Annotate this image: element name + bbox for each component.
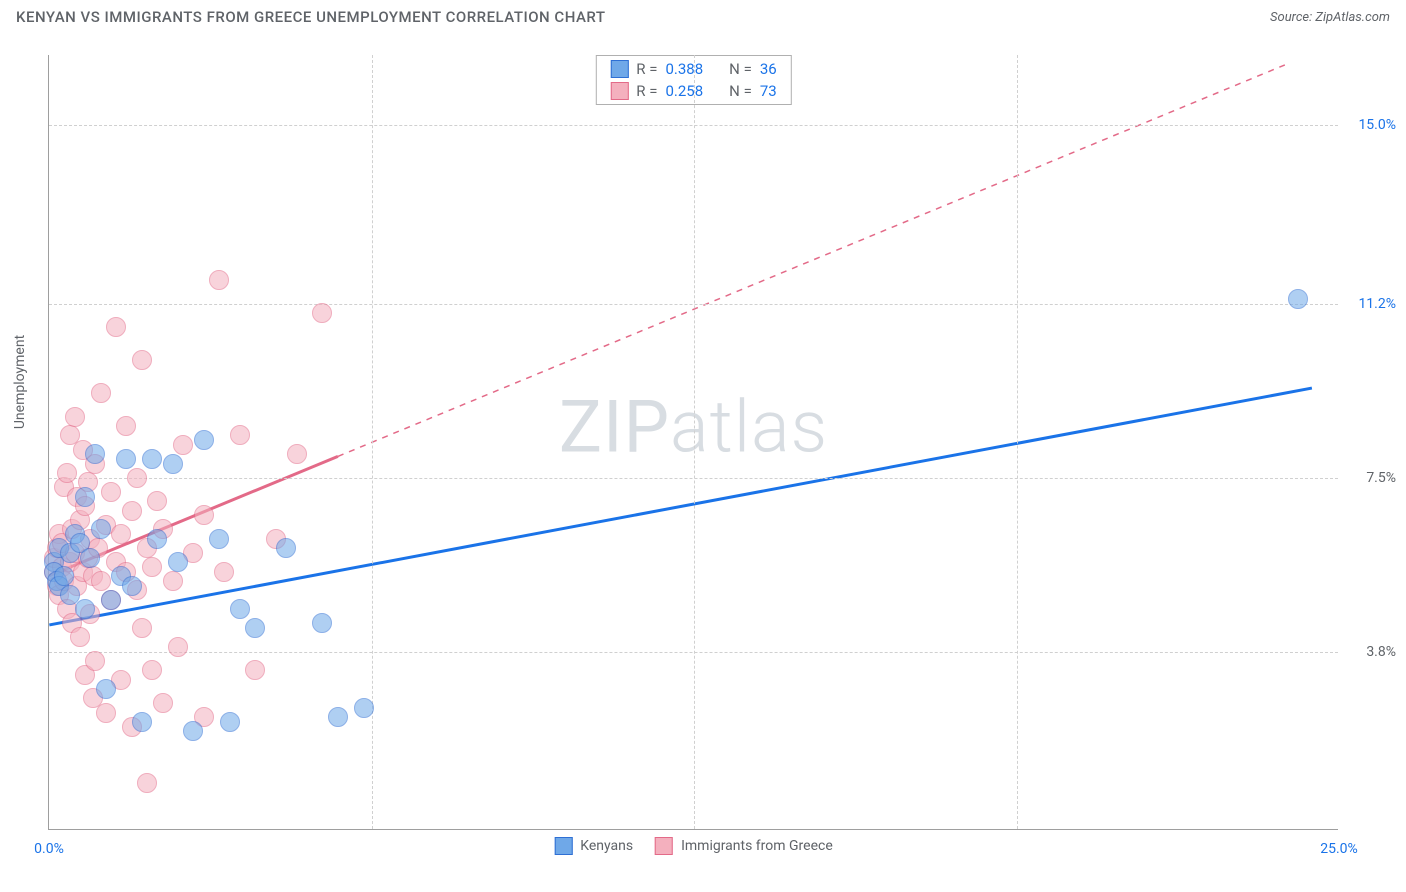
- scatter-point: [147, 491, 167, 511]
- scatter-point: [173, 435, 193, 455]
- scatter-point: [116, 449, 136, 469]
- scatter-point: [101, 482, 121, 502]
- scatter-point: [54, 566, 74, 586]
- scatter-point: [328, 707, 348, 727]
- scatter-point: [168, 552, 188, 572]
- source-label: Source: ZipAtlas.com: [1270, 10, 1390, 25]
- scatter-chart: ZIPatlas R =0.388N =36R =0.258N =73 Keny…: [48, 55, 1338, 830]
- x-tick-label: 0.0%: [34, 841, 64, 857]
- scatter-point: [153, 693, 173, 713]
- legend-swatch: [655, 837, 673, 855]
- legend-n-label: N =: [729, 60, 752, 78]
- legend-swatch: [610, 82, 628, 100]
- scatter-point: [245, 660, 265, 680]
- scatter-point: [116, 416, 136, 436]
- scatter-point: [132, 712, 152, 732]
- scatter-point: [65, 407, 85, 427]
- scatter-point: [101, 590, 121, 610]
- legend-series-name: Kenyans: [580, 838, 633, 854]
- legend-r-value: 0.388: [665, 60, 703, 78]
- scatter-point: [163, 454, 183, 474]
- scatter-point: [194, 505, 214, 525]
- scatter-point: [122, 501, 142, 521]
- scatter-point: [230, 599, 250, 619]
- y-tick-label: 3.8%: [1366, 644, 1396, 660]
- scatter-point: [287, 444, 307, 464]
- legend-n-label: N =: [729, 82, 752, 100]
- scatter-point: [142, 660, 162, 680]
- scatter-point: [209, 270, 229, 290]
- scatter-point: [91, 519, 111, 539]
- scatter-point: [111, 524, 131, 544]
- scatter-point: [245, 618, 265, 638]
- scatter-point: [85, 444, 105, 464]
- watermark-bold: ZIP: [559, 384, 670, 469]
- scatter-point: [106, 317, 126, 337]
- scatter-point: [276, 538, 296, 558]
- legend-r-value: 0.258: [665, 82, 703, 100]
- trend-line-dashed: [338, 64, 1286, 456]
- chart-title: KENYAN VS IMMIGRANTS FROM GREECE UNEMPLO…: [16, 8, 606, 26]
- scatter-point: [183, 721, 203, 741]
- scatter-point: [209, 529, 229, 549]
- legend-n-value: 73: [760, 82, 777, 100]
- scatter-point: [80, 548, 100, 568]
- scatter-point: [57, 463, 77, 483]
- scatter-point: [132, 618, 152, 638]
- scatter-point: [312, 613, 332, 633]
- scatter-point: [142, 557, 162, 577]
- y-tick-label: 15.0%: [1358, 117, 1396, 133]
- legend-bottom-item: Immigrants from Greece: [655, 837, 833, 855]
- scatter-point: [220, 712, 240, 732]
- scatter-point: [214, 562, 234, 582]
- scatter-point: [75, 599, 95, 619]
- scatter-point: [70, 627, 90, 647]
- gridline-vertical: [694, 55, 695, 829]
- y-axis-title: Unemployment: [12, 335, 28, 429]
- legend-series-name: Immigrants from Greece: [681, 838, 833, 854]
- scatter-point: [96, 679, 116, 699]
- scatter-point: [1288, 289, 1308, 309]
- legend-swatch: [554, 837, 572, 855]
- scatter-point: [75, 487, 95, 507]
- scatter-point: [122, 576, 142, 596]
- scatter-point: [96, 703, 116, 723]
- scatter-point: [168, 637, 188, 657]
- y-tick-label: 7.5%: [1366, 470, 1396, 486]
- legend-n-value: 36: [760, 60, 777, 78]
- scatter-point: [91, 571, 111, 591]
- scatter-point: [147, 529, 167, 549]
- x-tick-label: 25.0%: [1320, 841, 1358, 857]
- series-legend: Kenyans Immigrants from Greece: [554, 837, 833, 855]
- legend-swatch: [610, 60, 628, 78]
- scatter-point: [142, 449, 162, 469]
- scatter-point: [354, 698, 374, 718]
- scatter-point: [127, 468, 147, 488]
- legend-r-label: R =: [636, 60, 657, 78]
- scatter-point: [230, 425, 250, 445]
- chart-header: KENYAN VS IMMIGRANTS FROM GREECE UNEMPLO…: [0, 0, 1406, 34]
- gridline-vertical: [1017, 55, 1018, 829]
- legend-r-label: R =: [636, 82, 657, 100]
- scatter-point: [85, 651, 105, 671]
- scatter-point: [91, 383, 111, 403]
- scatter-point: [194, 430, 214, 450]
- scatter-point: [312, 303, 332, 323]
- trend-line-solid: [49, 388, 1312, 625]
- scatter-point: [163, 571, 183, 591]
- scatter-point: [132, 350, 152, 370]
- y-tick-label: 11.2%: [1358, 296, 1396, 312]
- scatter-point: [137, 773, 157, 793]
- legend-bottom-item: Kenyans: [554, 837, 633, 855]
